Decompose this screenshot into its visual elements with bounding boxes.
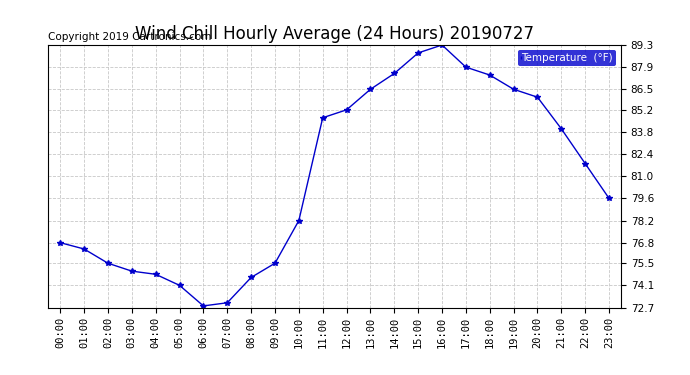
Legend: Temperature  (°F): Temperature (°F) [518, 50, 615, 66]
Text: Copyright 2019 Cartronics.com: Copyright 2019 Cartronics.com [48, 32, 212, 42]
Title: Wind Chill Hourly Average (24 Hours) 20190727: Wind Chill Hourly Average (24 Hours) 201… [135, 26, 534, 44]
